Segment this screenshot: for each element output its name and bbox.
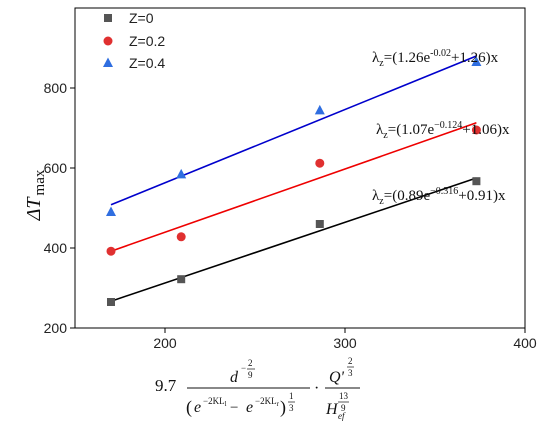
x-tick-label-300: 300 [333,335,357,351]
fit-line-series-0 [110,177,477,302]
fit-lines [110,55,477,302]
x-tick-label-400: 400 [513,335,537,351]
formula-den1-open: ( [186,397,192,418]
point-series-2-0 [106,206,116,216]
formula-num1-exp-sign: − [241,363,246,373]
point-series-1-3 [471,125,481,135]
annotation-equation-1: λz=(1.07e−0.124+1.06)x [376,120,510,141]
annotation-eq-end-2: +1.26)x [451,50,499,66]
annotation-sub-2: z [379,58,384,69]
annotation-eq-end-0: +0.91)x [458,188,506,204]
formula-den2: H [325,401,339,418]
formula-num1-exp-den: 9 [248,370,253,380]
fit-line-series-2 [110,55,477,206]
legend: Z=0 Z=0.2 Z=0.4 [103,10,165,71]
point-series-0-2 [315,220,324,228]
annotation-lambda-1: λ [376,122,384,138]
annotation-lambda-2: λ [372,50,380,66]
legend-label-0: Z=0 [129,10,154,26]
legend-marker-0 [104,14,112,22]
x-axis-formula: 9.7 d − 2 9 ( e −2KLl − e −2KLr ) 1 3 · … [155,356,360,421]
formula-den1-exp-den: 3 [289,403,294,413]
point-series-0-3 [472,177,481,186]
annotation-lambda-0: λ [372,188,380,204]
formula-dot: · [314,380,319,397]
formula-den1-exp-num: 1 [289,391,294,401]
y-axis-label-main: ΔT [23,196,45,222]
formula-den1-exp-a-text: −2KL [203,396,225,406]
annotation-exp-0: −0.316 [430,186,458,197]
legend-label-1: Z=0.2 [129,33,165,49]
annotation-equation-2: λz=(1.26e-0.02+1.26)x [372,48,499,69]
formula-den2-exp-den: 9 [341,403,346,413]
annotation-equation-0: λz=(0.89e−0.316+0.91)x [372,186,506,207]
formula-den1-e1: e [194,399,201,416]
formula-num1-exp-num: 2 [248,358,253,368]
annotation-eq-start-0: =(0.89e [384,188,431,204]
y-tick-label-400: 400 [44,240,68,256]
annotation-exp-2: -0.02 [430,48,451,59]
plot-area [106,55,482,306]
fit-line-series-1 [110,122,477,252]
formula-num2-exp-num: 2 [348,356,353,366]
point-series-1-1 [176,232,186,242]
formula-den1-exp-a-sub: l [225,400,227,408]
formula-den1-exp-b: −2KLr [255,396,280,408]
annotations: λz=(0.89e−0.316+0.91)xλz=(1.07e−0.124+1.… [372,48,510,207]
annotation-eq-start-1: =(1.07e [388,122,435,138]
annotation-sub-1: z [383,130,388,141]
formula-den1-exp-b-sub: r [277,400,280,408]
legend-marker-1 [103,36,113,46]
point-series-1-0 [106,246,116,256]
formula-den1-e2: e [246,399,253,416]
formula-coef: 9.7 [155,376,177,395]
x-tick-label-200: 200 [153,335,177,351]
formula-den1-exp-a: −2KLl [203,396,227,408]
y-tick-label-200: 200 [44,320,68,336]
formula-den1-close: ) [280,397,286,418]
formula-den1-exp-b-text: −2KL [255,396,277,406]
y-axis-label-sub: max [32,169,48,195]
point-series-1-2 [315,158,325,168]
point-series-2-3 [471,56,482,66]
ticks: 200 300 400 200 400 600 800 [44,80,537,351]
point-series-0-1 [177,275,186,284]
point-series-0-0 [107,298,115,306]
y-tick-label-800: 800 [44,80,68,96]
point-series-2-1 [176,168,187,179]
legend-marker-2 [103,57,113,67]
formula-den2-sub: ef [338,411,346,421]
point-series-2-2 [314,104,325,115]
formula-num2: Q' [329,369,345,386]
formula-num2-exp-den: 3 [348,368,353,378]
annotation-sub-0: z [379,196,384,207]
y-axis-label: ΔTmax [23,169,48,221]
annotation-eq-start-2: =(1.26e [384,50,431,66]
data-points [106,56,482,306]
formula-num1: d [230,369,239,386]
legend-label-2: Z=0.4 [129,55,165,71]
y-tick-label-600: 600 [44,160,68,176]
annotation-eq-end-1: +1.06)x [462,122,510,138]
annotation-exp-1: −0.124 [434,120,462,131]
formula-den2-exp-num: 13 [339,391,349,401]
formula-den1-minus: − [230,400,238,416]
